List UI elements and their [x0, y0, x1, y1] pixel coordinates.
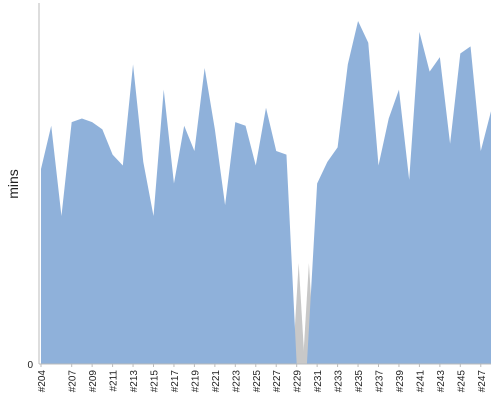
gap-marker: [292, 262, 305, 364]
x-tick-label: #219: [190, 370, 201, 393]
y-tick-labels: 0: [27, 360, 33, 371]
x-tick-label: #245: [456, 370, 467, 393]
y-tick-label: 0: [27, 360, 33, 371]
x-tick-label: #247: [477, 370, 488, 393]
x-tick-label: #235: [354, 370, 365, 393]
x-tick-label: #241: [415, 370, 426, 393]
x-tick-label: #209: [88, 370, 99, 393]
x-tick-label: #223: [231, 370, 242, 393]
x-tick-label: #233: [334, 370, 345, 393]
x-tick-label: #217: [170, 370, 181, 393]
x-tick-label: #229: [293, 370, 304, 393]
x-tick-label: #207: [68, 370, 79, 393]
x-tick-labels: #204 #207 #209 #211 #213 #215 #217 #219 #221 #223…: [37, 364, 488, 392]
x-tick-label: #211: [109, 370, 120, 392]
x-tick-label: #227: [272, 370, 283, 393]
x-tick-label: #221: [211, 370, 222, 393]
area-series-layer: [41, 21, 491, 365]
x-tick-label: #231: [313, 370, 324, 393]
x-tick-label: #213: [129, 370, 140, 393]
x-tick-label: #215: [150, 370, 161, 393]
x-tick-label: #239: [395, 370, 406, 393]
x-tick-label: #243: [436, 370, 447, 393]
x-tick-label: #204: [37, 370, 48, 393]
x-tick-label: #225: [252, 370, 263, 393]
area-series-0: [41, 21, 491, 365]
x-tick-label: #237: [375, 370, 386, 393]
y-axis-label: mins: [5, 169, 21, 199]
